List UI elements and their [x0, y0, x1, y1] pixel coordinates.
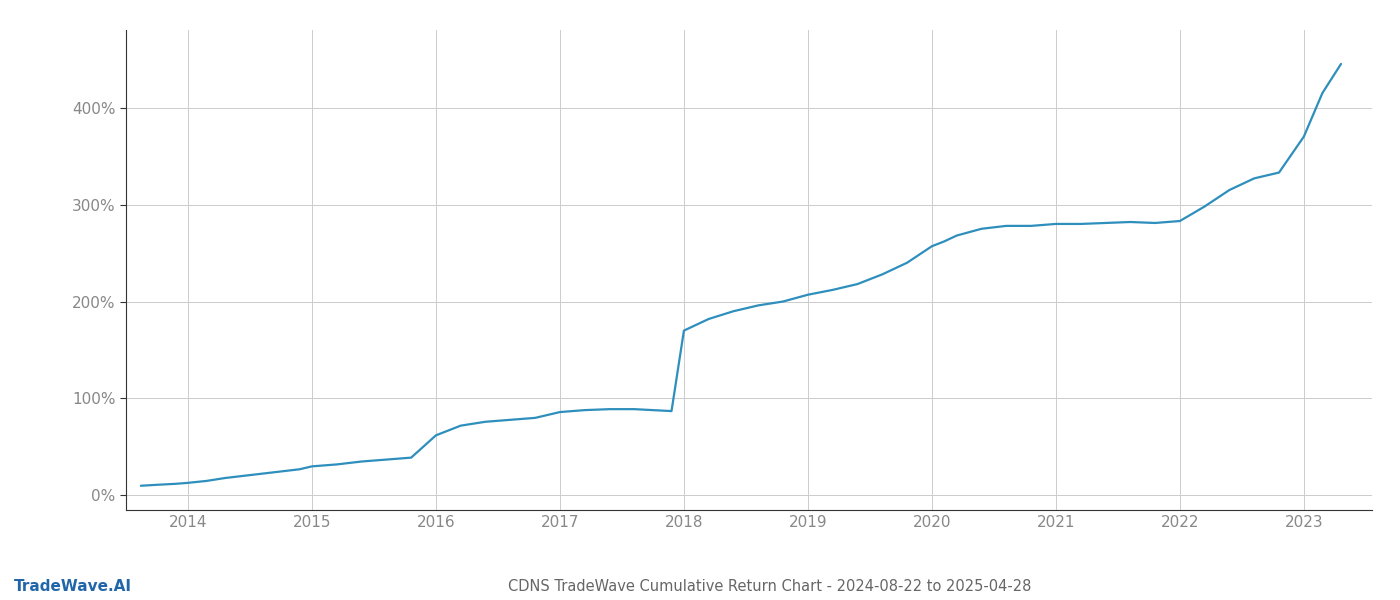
- Text: TradeWave.AI: TradeWave.AI: [14, 579, 132, 594]
- Text: CDNS TradeWave Cumulative Return Chart - 2024-08-22 to 2025-04-28: CDNS TradeWave Cumulative Return Chart -…: [508, 579, 1032, 594]
